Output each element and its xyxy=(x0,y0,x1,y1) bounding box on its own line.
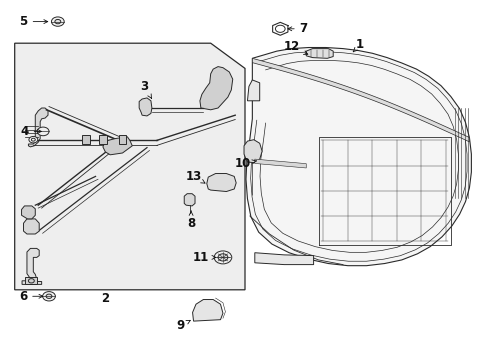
Polygon shape xyxy=(255,253,314,265)
Text: 11: 11 xyxy=(193,251,216,264)
Polygon shape xyxy=(99,135,107,144)
Polygon shape xyxy=(82,135,90,144)
Polygon shape xyxy=(207,174,236,192)
Polygon shape xyxy=(246,48,471,266)
Circle shape xyxy=(46,294,52,298)
Text: 7: 7 xyxy=(288,22,308,35)
Polygon shape xyxy=(15,43,245,290)
Polygon shape xyxy=(25,277,37,284)
Polygon shape xyxy=(139,98,152,116)
Text: 6: 6 xyxy=(19,290,43,303)
Text: 9: 9 xyxy=(176,319,190,332)
Circle shape xyxy=(29,136,38,143)
Text: 1: 1 xyxy=(353,39,364,52)
Text: 13: 13 xyxy=(185,170,205,183)
Text: 2: 2 xyxy=(101,292,109,305)
Text: 10: 10 xyxy=(234,157,256,170)
Polygon shape xyxy=(255,159,306,168)
Polygon shape xyxy=(193,300,223,321)
Circle shape xyxy=(214,251,232,264)
Text: 5: 5 xyxy=(20,15,48,28)
Polygon shape xyxy=(184,194,195,206)
Polygon shape xyxy=(306,49,333,58)
Circle shape xyxy=(218,254,228,261)
Polygon shape xyxy=(252,58,469,142)
Polygon shape xyxy=(24,219,39,234)
Text: 12: 12 xyxy=(283,40,308,54)
Polygon shape xyxy=(200,67,233,110)
Circle shape xyxy=(51,17,64,26)
Circle shape xyxy=(55,19,61,24)
Circle shape xyxy=(43,292,55,301)
Circle shape xyxy=(37,127,49,136)
Polygon shape xyxy=(244,140,262,163)
Text: 3: 3 xyxy=(141,80,151,98)
Polygon shape xyxy=(22,206,35,219)
Polygon shape xyxy=(22,248,42,284)
Polygon shape xyxy=(28,108,48,147)
Polygon shape xyxy=(119,135,126,144)
Text: 4: 4 xyxy=(21,125,41,138)
Polygon shape xyxy=(103,137,132,155)
Text: 8: 8 xyxy=(187,211,195,230)
Polygon shape xyxy=(247,80,260,101)
